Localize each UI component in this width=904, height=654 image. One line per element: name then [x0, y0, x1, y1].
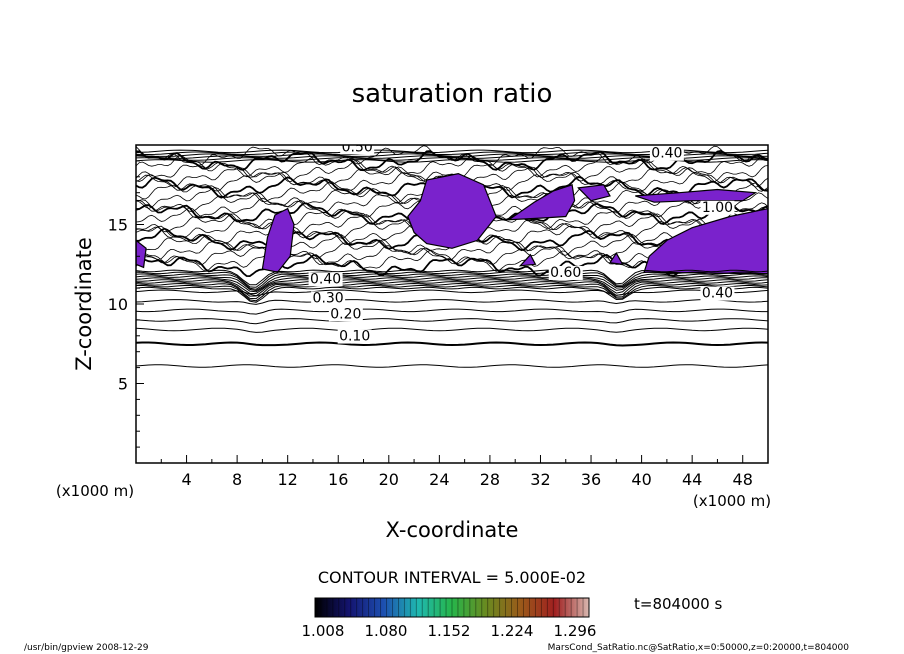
- saturated-region-region-x38: [608, 251, 624, 266]
- y-tick-label: 10: [108, 295, 128, 314]
- contour-line: [136, 284, 768, 302]
- saturated-region-region-x36: [577, 184, 611, 202]
- contour-line: [136, 282, 768, 300]
- saturated-regions: [136, 172, 768, 275]
- contour-line: [136, 279, 768, 295]
- contour-line: [136, 286, 768, 303]
- x-tick-label: 20: [379, 470, 399, 489]
- colorbar-tick-label: 1.224: [491, 622, 534, 640]
- time-label: t=804000 s: [634, 595, 722, 613]
- contour-labels: 0.10 0.200.30 0.40 0.40 0.50 0.40 0.60 1.00: [308, 139, 735, 345]
- saturated-region-region-x31: [518, 253, 537, 267]
- contour-line: [136, 155, 768, 178]
- saturated-region-left-edge: [136, 239, 147, 269]
- contour-line: [136, 327, 768, 333]
- x-tick-label: 40: [631, 470, 651, 489]
- footer-right: MarsCond_SatRatio.nc@SatRatio,x=0:50000,…: [548, 643, 850, 653]
- y-tick-label: 15: [108, 216, 128, 235]
- contour-label-bg: [700, 200, 735, 215]
- contour-label-bg: [337, 329, 372, 344]
- y-axis-label: Z-coordinate: [72, 237, 96, 371]
- contour-line: [136, 273, 768, 290]
- contour-line: [136, 341, 768, 347]
- contour-label-bg: [700, 286, 735, 301]
- footer-left: /usr/bin/gpview 2008-12-29: [24, 643, 149, 653]
- x-tick-label: 4: [181, 470, 191, 489]
- contour-label: 0.30: [313, 290, 344, 306]
- contour-line: [136, 269, 768, 286]
- x-tick-label: 24: [429, 470, 449, 489]
- contour-lines: [136, 269, 768, 368]
- contour-line: [136, 271, 768, 288]
- contour-line: [136, 318, 768, 325]
- contour-line: [136, 275, 768, 292]
- colorbar-tick-label: 1.008: [302, 622, 345, 640]
- contour-line: [136, 277, 768, 293]
- colorbar-tick-label: 1.152: [428, 622, 471, 640]
- x-tick-label: 32: [530, 470, 550, 489]
- contour-line: [136, 308, 768, 315]
- colorbar-tick-label: 1.080: [365, 622, 408, 640]
- contour-interval-label: CONTOUR INTERVAL = 5.000E-02: [318, 568, 586, 587]
- saturated-region-region-right-high: [635, 188, 758, 203]
- x-tick-label: 12: [278, 470, 298, 489]
- plot-area: 0.10 0.200.30 0.40 0.40 0.50 0.40 0.60 1.00: [136, 139, 768, 368]
- contour-label-bg: [548, 265, 583, 280]
- contour-label-bg: [308, 272, 343, 287]
- y-unit-label: (x1000 m): [56, 482, 134, 500]
- y-tick-label: 5: [118, 375, 128, 394]
- contour-line: [136, 298, 768, 305]
- chart-title: saturation ratio: [352, 79, 553, 109]
- saturated-region-region-x24: [407, 172, 497, 249]
- contour-label: 1.00: [702, 200, 733, 216]
- saturated-region-region-x10: [261, 207, 295, 273]
- colorbar-tick-label: 1.296: [554, 622, 597, 640]
- contour-label: 0.60: [550, 265, 581, 281]
- contour-line: [136, 289, 768, 297]
- saturated-region-region-x33: [506, 184, 576, 221]
- colorbar-ticks: 1.008 1.080 1.152 1.224 1.296: [302, 598, 597, 640]
- saturated-region-region-right-low: [643, 207, 768, 275]
- contour-label-bg: [649, 146, 684, 161]
- contour-label-bg: [328, 307, 363, 322]
- x-tick-label: 16: [328, 470, 348, 489]
- x-tick-label: 8: [232, 470, 242, 489]
- x-axis-ticks: 4 8 12 16 20 24 28 32 36 40 44 48: [160, 455, 753, 489]
- colorbar: [314, 597, 590, 618]
- x-tick-label: 28: [480, 470, 500, 489]
- y-axis-ticks: 5 10 15: [108, 160, 144, 448]
- x-unit-label: (x1000 m): [693, 492, 771, 510]
- contour-line: [136, 364, 768, 368]
- contour-label: 0.50: [342, 139, 373, 155]
- contour-label: 0.40: [702, 286, 733, 302]
- x-tick-label: 44: [682, 470, 702, 489]
- x-tick-label: 48: [733, 470, 753, 489]
- contour-label-bg: [340, 145, 375, 155]
- x-tick-label: 36: [581, 470, 601, 489]
- contour-label: 0.40: [651, 146, 682, 162]
- contour-label: 0.10: [339, 329, 370, 345]
- contour-label: 0.40: [310, 271, 341, 287]
- contour-label: 0.20: [330, 306, 361, 322]
- x-axis-label: X-coordinate: [386, 518, 519, 542]
- contour-label-bg: [311, 291, 346, 306]
- contour-line: [136, 281, 768, 297]
